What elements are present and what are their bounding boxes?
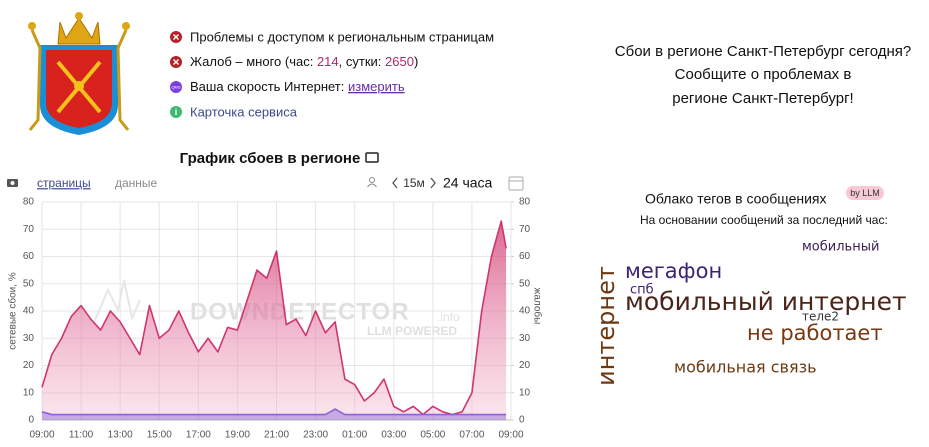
tag[interactable]: интернет bbox=[592, 266, 620, 386]
info-icon bbox=[170, 106, 182, 118]
y-tick-label: 50 bbox=[23, 278, 35, 289]
error-icon-cross bbox=[173, 59, 179, 65]
x-tick-label: 23:00 bbox=[303, 430, 328, 441]
tab-data[interactable]: данные bbox=[115, 176, 158, 190]
watermark-brand: DOWNDETECTOR bbox=[190, 298, 410, 325]
chart: 0 10 20 30 40 50 60 70 80 0 10 20 30 40 50 60 70 80 09:00 1… bbox=[7, 197, 544, 441]
user-icon-body bbox=[367, 183, 377, 188]
x-tick-label: 01:00 bbox=[342, 430, 367, 441]
tab-pages[interactable]: страницы bbox=[37, 176, 91, 190]
y2-tick-label: 0 bbox=[519, 415, 525, 426]
x-tick-label: 03:00 bbox=[381, 430, 406, 441]
tag-cloud-title: Облако тегов в сообщениях bbox=[645, 191, 827, 207]
area-fill bbox=[42, 221, 507, 420]
coat-of-arms bbox=[28, 12, 130, 135]
complaints-day: 2650 bbox=[385, 54, 414, 69]
tag[interactable]: теле2 bbox=[802, 310, 839, 324]
error-icon-cross bbox=[173, 34, 179, 40]
chart-toolbar: страницы данные 15м 24 часа bbox=[7, 175, 524, 191]
y2-tick-label: 50 bbox=[519, 278, 531, 289]
area-line bbox=[41, 408, 507, 416]
watermark-domain: .info bbox=[437, 310, 460, 324]
info-icon-text: i bbox=[175, 107, 178, 117]
comment-icon bbox=[365, 152, 379, 163]
badge: by LLM bbox=[850, 188, 880, 198]
area-line bbox=[41, 220, 507, 416]
tag[interactable]: мобильный интернет bbox=[625, 287, 907, 316]
tag-cloud: Облако тегов в сообщениях by LLM На осно… bbox=[592, 186, 907, 386]
chart-title: График сбоев в регионе bbox=[180, 150, 361, 167]
user-icon bbox=[369, 177, 375, 183]
badge-bg bbox=[846, 186, 884, 200]
tag[interactable]: мегафон bbox=[625, 259, 722, 283]
x-tick-label: 05:00 bbox=[420, 430, 445, 441]
complaints-suffix: ) bbox=[414, 54, 418, 69]
status-speed: Ваша скорость Интернет: измерить bbox=[190, 79, 405, 94]
y2-tick-label: 30 bbox=[519, 333, 531, 344]
y-tick-label: 80 bbox=[23, 197, 35, 208]
y2-axis-label: жалобы bbox=[531, 288, 543, 325]
x-tick-label: 19:00 bbox=[225, 430, 250, 441]
period[interactable]: 24 часа bbox=[443, 175, 493, 191]
y2-tick-label: 80 bbox=[519, 197, 531, 208]
service-card-link[interactable]: Карточка сервиса bbox=[190, 104, 298, 119]
x-tick-label: 09:00 bbox=[29, 430, 54, 441]
speed-link[interactable]: измерить bbox=[348, 79, 405, 94]
y-tick-label: 40 bbox=[23, 306, 35, 317]
x-tick-label: 21:00 bbox=[264, 430, 289, 441]
camera-lens bbox=[10, 181, 15, 185]
watermark-logo bbox=[94, 279, 141, 322]
tag[interactable]: мобильная связь bbox=[674, 358, 817, 377]
interval-chevrons[interactable] bbox=[392, 177, 436, 189]
tag[interactable]: не работает bbox=[747, 321, 883, 345]
y-axis-label: сетевые сбои, % bbox=[7, 272, 19, 350]
y2-tick-label: 40 bbox=[519, 306, 531, 317]
promo-line: Сбои в регионе Санкт-Петербург сегодня? bbox=[615, 43, 911, 60]
status-complaints: Жалоб – много (час: 214, сутки: 2650) bbox=[190, 54, 418, 69]
x-tick-label: 13:00 bbox=[108, 430, 133, 441]
y-tick-label: 30 bbox=[23, 333, 35, 344]
y2-tick-label: 20 bbox=[519, 360, 531, 371]
promo-line: Сообщите о проблемах в bbox=[675, 66, 852, 83]
y-tick-label: 10 bbox=[23, 387, 35, 398]
x-tick-label: 17:00 bbox=[186, 430, 211, 441]
y-tick-label: 0 bbox=[28, 415, 34, 426]
complaints-prefix: Жалоб – много (час: bbox=[190, 54, 317, 69]
tag[interactable]: мобильный bbox=[802, 240, 879, 255]
x-tick-label: 11:00 bbox=[69, 430, 94, 441]
watermark: DOWNDETECTOR .info LLM POWERED bbox=[94, 279, 460, 338]
x-tick-label: 15:00 bbox=[147, 430, 172, 441]
complaints-mid: , сутки: bbox=[339, 54, 385, 69]
y-tick-label: 60 bbox=[23, 251, 35, 262]
x-tick-label: 07:00 bbox=[459, 430, 484, 441]
promo-line: регионе Санкт-Петербург! bbox=[672, 90, 853, 107]
interval[interactable]: 15м bbox=[403, 176, 425, 190]
speed-label: Ваша скорость Интернет: bbox=[190, 79, 348, 94]
promo: Сбои в регионе Санкт-Петербург сегодня? … bbox=[615, 43, 911, 107]
status-access: Проблемы с доступом к региональным стран… bbox=[190, 29, 494, 44]
watermark-powered: LLM POWERED bbox=[367, 324, 457, 338]
tag[interactable]: спб bbox=[630, 283, 654, 298]
complaints-hour: 214 bbox=[317, 54, 339, 69]
y-tick-label: 70 bbox=[23, 224, 35, 235]
calendar-icon[interactable] bbox=[508, 176, 524, 191]
y2-tick-label: 60 bbox=[519, 251, 531, 262]
speed-icon-text: QMS bbox=[171, 85, 180, 90]
tag-cloud-subtitle: На основании сообщений за последний час: bbox=[640, 213, 888, 227]
x-tick-label: 09:00 bbox=[498, 430, 523, 441]
status-list: Проблемы с доступом к региональным стран… bbox=[170, 29, 494, 119]
y2-tick-label: 10 bbox=[519, 387, 531, 398]
speed-icon bbox=[170, 81, 182, 93]
y2-tick-label: 70 bbox=[519, 224, 531, 235]
y-tick-label: 20 bbox=[23, 360, 35, 371]
